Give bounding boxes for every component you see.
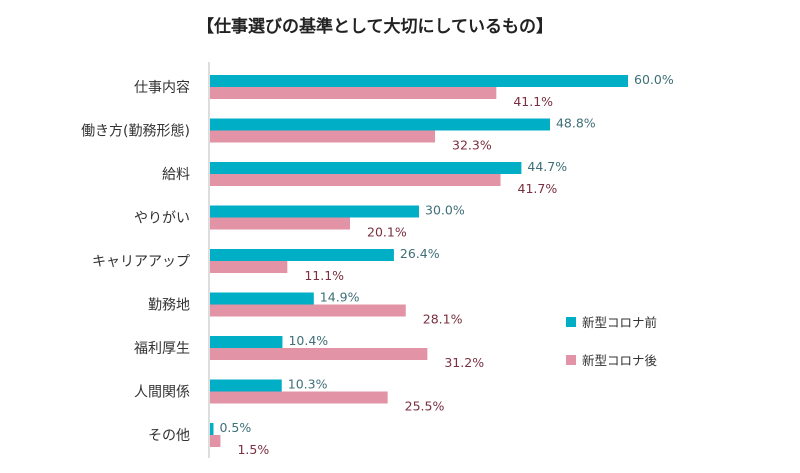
- legend-swatch: [566, 355, 576, 365]
- data-label: 10.4%: [288, 333, 328, 348]
- legend-label: 新型コロナ前: [582, 315, 657, 330]
- data-label: 1.5%: [237, 442, 269, 457]
- bar-before: [210, 249, 394, 261]
- bar-after: [210, 130, 436, 143]
- category-label: 人間関係: [134, 385, 190, 401]
- bar-after: [210, 217, 351, 230]
- bar-before: [210, 162, 522, 174]
- legend-swatch: [566, 317, 576, 327]
- bar-before: [210, 292, 314, 305]
- bar-before: [210, 118, 550, 131]
- bar-after: [210, 87, 497, 99]
- data-label: 41.7%: [518, 181, 558, 196]
- data-label: 26.4%: [400, 246, 440, 261]
- category-label: 福利厚生: [134, 341, 190, 357]
- data-label: 28.1%: [423, 312, 463, 327]
- legend-label: 新型コロナ後: [582, 353, 658, 368]
- data-label: 11.1%: [304, 268, 344, 283]
- data-label: 32.3%: [452, 138, 492, 153]
- category-label: 働き方(勤務形態): [81, 124, 190, 140]
- data-label: 41.1%: [513, 94, 553, 109]
- bar-after: [210, 174, 501, 186]
- bar-before: [210, 205, 419, 218]
- category-label: 勤務地: [148, 298, 190, 314]
- bar-after: [210, 348, 428, 360]
- data-label: 0.5%: [219, 420, 251, 435]
- data-label: 14.9%: [320, 290, 360, 305]
- category-label: その他: [148, 428, 190, 444]
- chart-title: 【仕事選びの基準として大切にしているもの】: [197, 16, 553, 37]
- bar-after: [210, 304, 406, 317]
- bar-after: [210, 435, 221, 447]
- data-label: 44.7%: [527, 159, 567, 174]
- bar-before: [210, 379, 282, 392]
- bar-before: [210, 336, 283, 348]
- data-label: 60.0%: [634, 72, 674, 87]
- category-label: 仕事内容: [134, 79, 190, 96]
- category-label: 給料: [162, 167, 190, 183]
- bar-before: [210, 75, 628, 87]
- bar-after: [210, 391, 388, 404]
- bar-before: [210, 423, 214, 435]
- data-label: 20.1%: [367, 225, 407, 240]
- data-label: 10.3%: [288, 377, 328, 392]
- category-label: やりがい: [134, 211, 190, 227]
- data-label: 30.0%: [425, 203, 465, 218]
- data-label: 25.5%: [405, 399, 445, 414]
- data-label: 31.2%: [444, 355, 484, 370]
- bar-after: [210, 261, 288, 273]
- data-label: 48.8%: [556, 116, 596, 131]
- category-label: キャリアアップ: [92, 254, 190, 270]
